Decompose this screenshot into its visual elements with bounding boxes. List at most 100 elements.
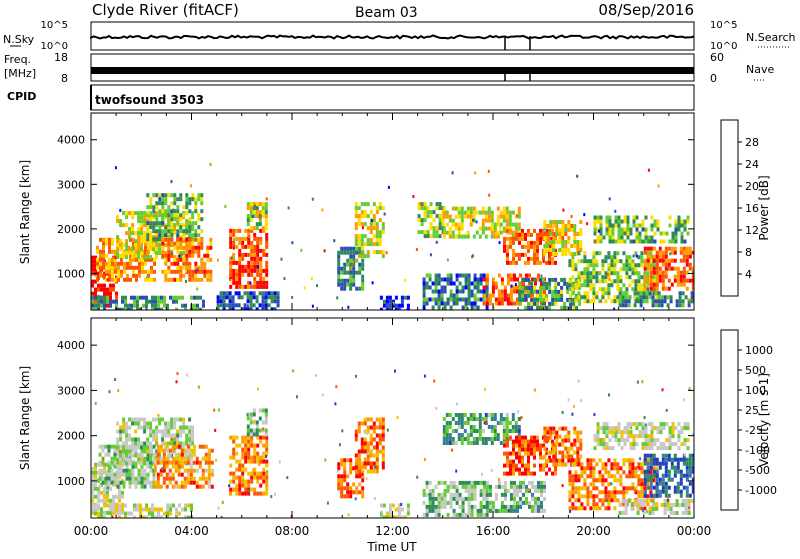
heat-cell (571, 275, 574, 279)
heat-cell (639, 430, 642, 434)
heat-cell (253, 245, 256, 249)
heat-cell (471, 290, 474, 294)
heat-cell (256, 202, 259, 206)
heat-cell (100, 304, 103, 308)
heat-cell (259, 237, 262, 241)
heat-cell (191, 237, 194, 241)
heat-cell (137, 255, 140, 259)
heat-cell (191, 221, 194, 225)
heat-cell (549, 252, 552, 256)
heat-cell (607, 506, 610, 510)
heat-cell (688, 303, 691, 307)
heat-cell (178, 465, 181, 469)
heat-cell (185, 266, 188, 270)
heat-cell (277, 299, 280, 303)
heat-cell (647, 486, 650, 490)
heat-cell (524, 448, 527, 452)
heat-cell (241, 253, 244, 257)
heat-cell (449, 413, 452, 417)
heat-cell (223, 303, 226, 307)
heat-cell (677, 486, 680, 490)
heat-cell (468, 485, 471, 489)
heat-cell (143, 450, 146, 454)
heat-cell (114, 449, 117, 453)
heat-cell (337, 283, 340, 287)
heat-cell (94, 288, 97, 292)
heat-cell (618, 220, 621, 224)
heat-cell (364, 234, 367, 238)
heat-cell (265, 285, 268, 289)
heat-cell (483, 294, 486, 298)
heat-cell (594, 434, 597, 438)
heat-cell (137, 231, 140, 235)
heat-cell (247, 253, 250, 257)
heat-cell (491, 429, 494, 433)
heat-cell (173, 242, 176, 246)
heat-cell (138, 469, 141, 473)
heat-cell (446, 437, 449, 441)
heat-cell (586, 291, 589, 295)
heat-cell (560, 278, 563, 282)
heat-cell (169, 508, 172, 512)
heat-cell (592, 295, 595, 299)
heat-cell (534, 509, 537, 513)
heat-cell (504, 298, 507, 302)
heat-cell (675, 220, 678, 224)
y-tick-label: 3000 (57, 178, 85, 191)
heat-cell (120, 473, 123, 477)
heat-cell (513, 501, 516, 505)
heat-cell (686, 474, 689, 478)
heat-cell (595, 271, 598, 275)
heat-cell (631, 470, 634, 474)
heat-speck (304, 286, 306, 289)
heat-cell (577, 458, 580, 462)
heat-cell (175, 469, 178, 473)
heat-cell (102, 477, 105, 481)
heat-cell (685, 499, 688, 503)
heat-cell (613, 267, 616, 271)
heat-cell (444, 497, 447, 501)
heat-cell (468, 274, 471, 278)
heat-cell (115, 495, 118, 499)
heat-cell (468, 298, 471, 302)
heat-cell (149, 197, 152, 201)
heat-cell (355, 490, 358, 494)
heat-cell (573, 228, 576, 232)
heat-cell (187, 449, 190, 453)
heat-cell (160, 300, 163, 304)
heat-cell (253, 429, 256, 433)
heat-cell (173, 426, 176, 430)
heat-cell (229, 273, 232, 277)
heat-cell (157, 457, 160, 461)
heat-cell (546, 240, 549, 244)
heat-cell (600, 220, 603, 224)
heat-cell (465, 298, 468, 302)
heat-cell (497, 231, 500, 235)
heat-cell (527, 472, 530, 476)
heat-cell (592, 482, 595, 486)
heat-cell (455, 227, 458, 231)
heat-cell (256, 206, 259, 210)
heat-cell (543, 220, 546, 224)
freq-tick-top: 18 (54, 51, 68, 64)
heat-cell (465, 282, 468, 286)
heat-cell (114, 262, 117, 266)
heat-cell (147, 477, 150, 481)
heat-cell (429, 493, 432, 497)
heat-cell (506, 444, 509, 448)
heat-cell (673, 511, 676, 515)
heat-cell (637, 490, 640, 494)
heat-cell (603, 438, 606, 442)
heat-cell (561, 252, 564, 256)
heat-cell (172, 457, 175, 461)
heat-cell (103, 491, 106, 495)
heat-cell (518, 460, 521, 464)
heat-cell (473, 441, 476, 445)
heat-cell (664, 295, 667, 299)
heat-cell (108, 242, 111, 246)
heat-cell (501, 485, 504, 489)
heat-cell (668, 259, 671, 263)
heat-cell (613, 474, 616, 478)
heat-cell (143, 219, 146, 223)
heat-cell (175, 453, 178, 457)
